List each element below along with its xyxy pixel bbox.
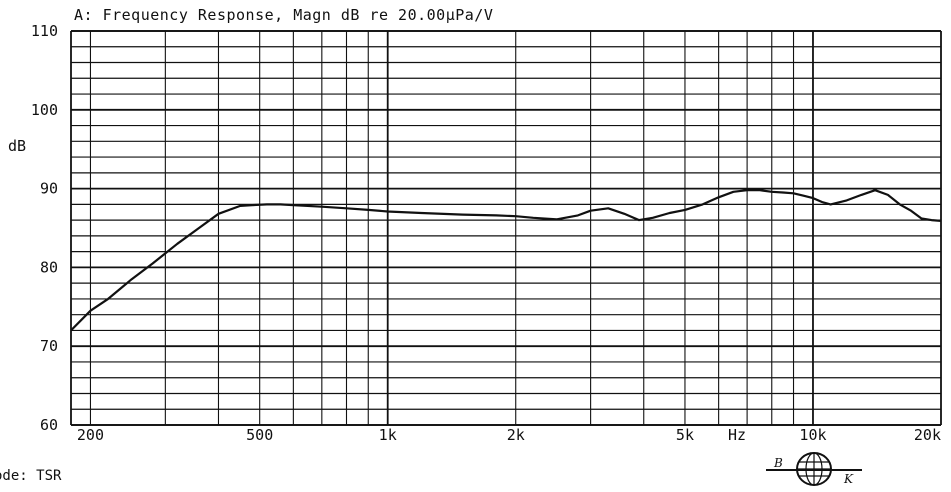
x-tick-label: 10k bbox=[799, 426, 826, 444]
y-tick-label: 80 bbox=[40, 258, 58, 276]
grid bbox=[70, 30, 942, 426]
y-axis-label: dB bbox=[8, 137, 26, 155]
x-tick-label: 1k bbox=[379, 426, 397, 444]
y-tick-label: 60 bbox=[40, 416, 58, 434]
mode-label: ode: TSR bbox=[0, 468, 62, 484]
series-line bbox=[70, 189, 942, 332]
y-tick-labels: 60 70 80 90 100 110 bbox=[31, 22, 58, 434]
y-tick-label: 100 bbox=[31, 101, 58, 119]
logo-b: B bbox=[773, 456, 783, 470]
y-tick-label: 90 bbox=[40, 180, 58, 198]
chart-title: A: Frequency Response, Magn dB re 20.00µ… bbox=[74, 6, 493, 24]
x-tick-label: 500 bbox=[246, 426, 273, 444]
y-tick-label: 110 bbox=[31, 22, 58, 40]
x-tick-label: 2k bbox=[507, 426, 525, 444]
x-tick-label: 200 bbox=[77, 426, 104, 444]
globe-icon: B K bbox=[766, 452, 862, 486]
logo-k: K bbox=[843, 472, 854, 486]
bk-logo: B K bbox=[764, 452, 864, 492]
x-tick-labels: 200 500 1k 2k 5k 10k 20k bbox=[77, 426, 941, 444]
x-unit-label: Hz bbox=[728, 426, 746, 444]
y-tick-label: 70 bbox=[40, 337, 58, 355]
x-tick-label: 20k bbox=[914, 426, 941, 444]
x-tick-label: 5k bbox=[676, 426, 694, 444]
